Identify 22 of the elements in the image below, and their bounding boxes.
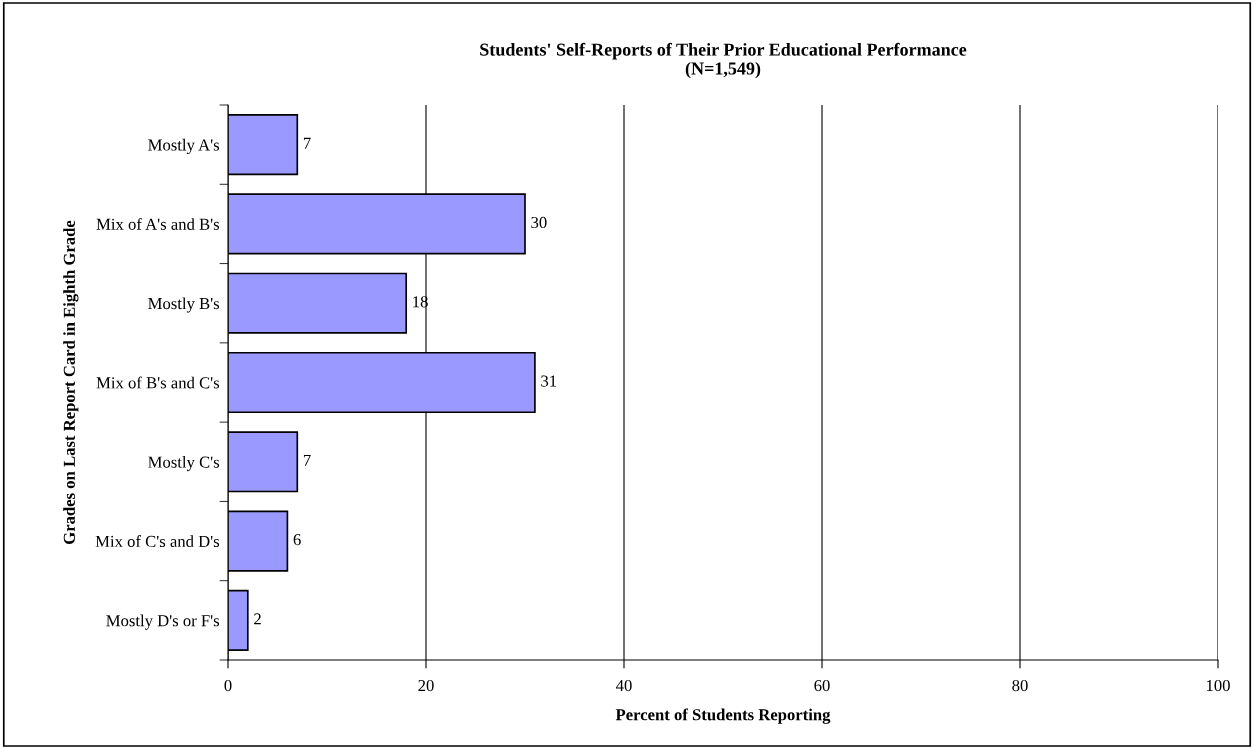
y-tick-label: Mostly B's [148, 297, 220, 313]
chart-title: Students' Self-Reports of Their Prior Educational Performance (N=1,549) [480, 42, 967, 79]
data-label: 6 [293, 534, 301, 546]
y-axis-title: Grades on Last Report Card in Eighth Grade [63, 220, 79, 544]
x-tick-label: 60 [814, 679, 830, 692]
x-axis-title: Percent of Students Reporting [615, 708, 831, 724]
y-tick-label: Mix of B's and C's [96, 376, 220, 389]
data-label: 2 [254, 613, 261, 625]
data-label: 7 [303, 454, 311, 466]
y-tick-label: Mix of A's and B's [96, 217, 220, 230]
x-tick-label: 20 [418, 679, 434, 692]
y-tick-label: Mix of C's and D's [95, 535, 220, 548]
data-label: 31 [541, 375, 557, 387]
x-tick-label: 100 [1206, 679, 1230, 692]
x-tick-label: 0 [224, 679, 232, 692]
data-label: 30 [531, 216, 547, 229]
y-tick-label: Mostly A's [148, 138, 220, 155]
y-tick-label: Mostly C's [148, 456, 220, 472]
x-tick-label: 40 [615, 679, 632, 692]
data-label: 7 [303, 137, 311, 149]
x-tick-label: 80 [1012, 679, 1028, 692]
y-tick-label: Mostly D's or F's [106, 614, 220, 630]
